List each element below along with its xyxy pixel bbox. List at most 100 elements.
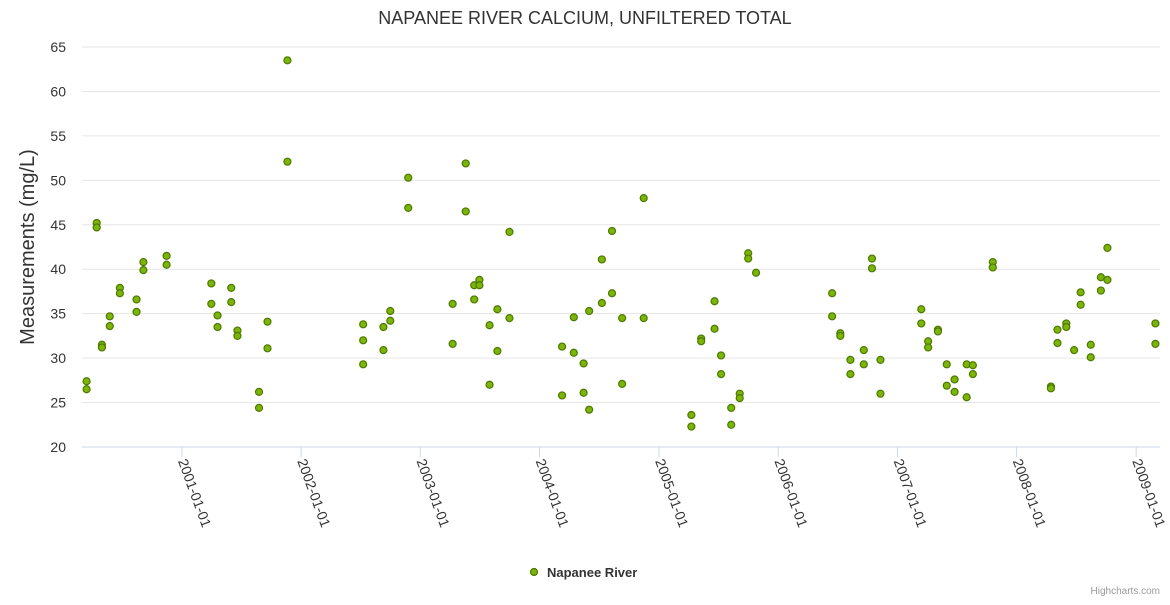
data-point[interactable] (386, 316, 395, 325)
data-point[interactable] (744, 254, 753, 263)
legend-label[interactable]: Napanee River (547, 565, 637, 580)
data-point[interactable] (1062, 322, 1071, 332)
data-point[interactable] (942, 381, 951, 390)
data-point[interactable] (448, 299, 457, 308)
data-point[interactable] (139, 266, 148, 275)
data-point[interactable] (485, 380, 494, 389)
data-point[interactable] (1151, 339, 1160, 348)
data-point[interactable] (917, 305, 926, 314)
data-point[interactable] (254, 387, 264, 396)
data-point[interactable] (1053, 338, 1062, 348)
data-point[interactable] (917, 319, 926, 328)
data-point[interactable] (162, 260, 171, 269)
data-point[interactable] (254, 403, 264, 412)
data-point[interactable] (105, 312, 114, 321)
data-point[interactable] (962, 393, 971, 402)
data-point[interactable] (569, 313, 578, 322)
data-point[interactable] (618, 379, 627, 388)
data-point[interactable] (139, 258, 148, 267)
data-point[interactable] (968, 361, 977, 370)
data-point[interactable] (735, 394, 744, 403)
data-point[interactable] (579, 359, 588, 368)
data-point[interactable] (828, 289, 837, 298)
data-point[interactable] (213, 322, 222, 332)
data-point[interactable] (639, 314, 648, 323)
data-point[interactable] (859, 360, 868, 369)
data-point[interactable] (207, 299, 216, 308)
data-point[interactable] (846, 370, 855, 379)
credits-link[interactable]: Highcharts.com (1091, 586, 1160, 597)
data-point[interactable] (1053, 325, 1062, 334)
data-point[interactable] (92, 223, 101, 232)
data-point[interactable] (1076, 288, 1085, 297)
data-point[interactable] (1103, 243, 1112, 252)
data-point[interactable] (607, 226, 617, 236)
data-point[interactable] (697, 337, 706, 346)
data-point[interactable] (493, 305, 502, 314)
data-point[interactable] (283, 56, 292, 65)
data-point[interactable] (448, 339, 457, 348)
data-point[interactable] (132, 307, 141, 316)
data-point[interactable] (263, 317, 272, 326)
data-point[interactable] (227, 283, 236, 292)
data-point[interactable] (710, 297, 719, 306)
data-point[interactable] (162, 251, 171, 260)
data-point[interactable] (379, 322, 388, 332)
data-point[interactable] (386, 306, 395, 316)
data-point[interactable] (1096, 286, 1105, 295)
data-point[interactable] (132, 295, 141, 304)
data-point[interactable] (82, 377, 91, 386)
data-point[interactable] (836, 331, 845, 340)
data-point[interactable] (585, 306, 594, 316)
data-point[interactable] (82, 385, 91, 394)
data-point[interactable] (968, 370, 977, 379)
data-point[interactable] (505, 227, 514, 236)
data-point[interactable] (1070, 346, 1079, 355)
data-point[interactable] (505, 314, 514, 323)
data-point[interactable] (579, 388, 588, 397)
data-point[interactable] (263, 344, 272, 353)
data-point[interactable] (97, 343, 107, 352)
data-point[interactable] (876, 389, 885, 398)
data-point[interactable] (597, 298, 606, 308)
data-point[interactable] (727, 420, 736, 429)
data-point[interactable] (461, 159, 470, 168)
data-point[interactable] (727, 403, 736, 412)
data-point[interactable] (710, 324, 719, 333)
data-point[interactable] (475, 281, 484, 290)
data-point[interactable] (359, 320, 368, 329)
data-point[interactable] (716, 351, 726, 360)
data-point[interactable] (404, 173, 413, 182)
data-point[interactable] (470, 295, 479, 304)
data-point[interactable] (751, 268, 761, 277)
data-point[interactable] (227, 298, 236, 307)
data-point[interactable] (1076, 300, 1085, 309)
data-point[interactable] (924, 343, 933, 352)
data-point[interactable] (493, 346, 502, 356)
data-point[interactable] (1151, 319, 1160, 328)
data-point[interactable] (105, 322, 114, 331)
data-point[interactable] (597, 255, 606, 264)
data-point[interactable] (213, 311, 222, 320)
data-point[interactable] (283, 157, 292, 166)
data-point[interactable] (876, 355, 885, 364)
data-point[interactable] (846, 355, 855, 364)
data-point[interactable] (115, 289, 124, 298)
data-point[interactable] (607, 289, 617, 298)
data-point[interactable] (950, 375, 959, 384)
data-point[interactable] (1086, 340, 1095, 349)
data-point[interactable] (485, 321, 494, 330)
data-point[interactable] (942, 360, 951, 369)
data-point[interactable] (828, 312, 837, 321)
data-point[interactable] (359, 336, 368, 345)
data-point[interactable] (359, 360, 368, 369)
data-point[interactable] (618, 314, 627, 323)
data-point[interactable] (933, 327, 943, 336)
data-point[interactable] (988, 263, 997, 272)
data-point[interactable] (557, 342, 567, 351)
data-point[interactable] (207, 279, 216, 288)
data-point[interactable] (1103, 275, 1112, 284)
data-point[interactable] (867, 254, 877, 263)
data-point[interactable] (233, 331, 242, 340)
data-point[interactable] (585, 405, 594, 414)
